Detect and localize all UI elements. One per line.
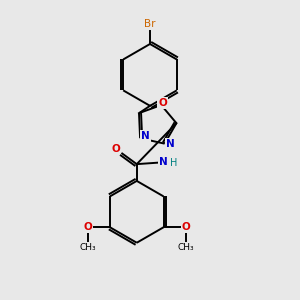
- Text: O: O: [182, 222, 190, 232]
- Text: N: N: [159, 157, 168, 167]
- Text: O: O: [111, 143, 120, 154]
- Text: N: N: [141, 131, 150, 141]
- Text: O: O: [83, 222, 92, 232]
- Text: CH₃: CH₃: [178, 242, 194, 251]
- Text: Br: Br: [144, 19, 156, 29]
- Text: N: N: [166, 139, 174, 149]
- Text: H: H: [169, 158, 177, 168]
- Text: CH₃: CH₃: [79, 242, 96, 251]
- Text: O: O: [158, 98, 167, 108]
